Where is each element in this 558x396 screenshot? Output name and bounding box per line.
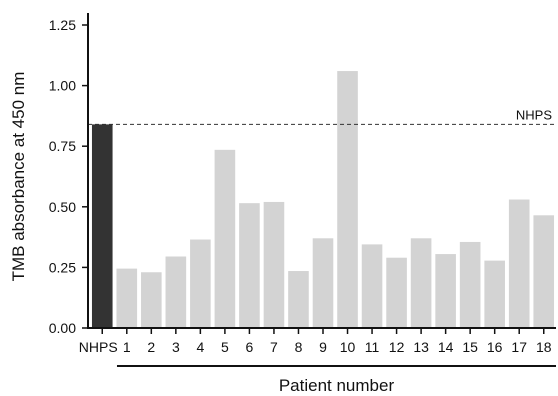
y-tick-label: 0.25 <box>49 259 76 275</box>
y-tick-label: 1.25 <box>49 17 76 33</box>
bars-group <box>91 71 555 328</box>
bar-patient-14 <box>435 254 456 328</box>
x-tick-label: 15 <box>462 339 478 355</box>
bar-patient-3 <box>165 256 187 328</box>
x-tick-label: 17 <box>511 339 527 355</box>
x-tick-label: 5 <box>221 339 229 355</box>
x-tick-label: NHPS <box>79 339 118 355</box>
x-tick-label: 1 <box>123 339 131 355</box>
x-tick-label: 10 <box>340 339 356 355</box>
bar-patient-8 <box>288 271 309 328</box>
x-tick-label: 16 <box>487 339 503 355</box>
bar-patient-6 <box>239 203 260 328</box>
x-ticks-group: NHPS 1 2 3 4 5 6 7 8 9 10 11 12 13 14 15 16 17 18 <box>79 328 552 355</box>
y-ticks-group: 0.00 0.25 0.50 0.75 1.00 1.25 <box>49 17 88 336</box>
bar-patient-4 <box>190 239 211 328</box>
bar-patient-10 <box>337 71 358 328</box>
bar-nhps <box>91 124 113 328</box>
bar-patient-11 <box>361 244 383 328</box>
y-axis-title: TMB absorbance at 450 nm <box>9 72 28 282</box>
x-tick-label: 14 <box>438 339 454 355</box>
bar-patient-9 <box>312 238 334 328</box>
x-tick-label: 4 <box>196 339 204 355</box>
x-axis-title: Patient number <box>279 376 395 395</box>
bar-patient-17 <box>508 199 530 328</box>
y-tick-label: 0.75 <box>49 138 76 154</box>
bar-patient-15 <box>459 241 481 328</box>
bar-patient-12 <box>386 257 407 328</box>
x-tick-label: 9 <box>319 339 327 355</box>
y-tick-label: 0.50 <box>49 199 76 215</box>
y-tick-label: 1.00 <box>49 78 76 94</box>
x-tick-label: 3 <box>172 339 180 355</box>
x-tick-label: 6 <box>246 339 254 355</box>
bar-patient-16 <box>484 260 505 328</box>
bar-patient-1 <box>116 268 138 328</box>
bar-patient-2 <box>141 272 162 328</box>
x-tick-label: 18 <box>536 339 552 355</box>
bar-patient-13 <box>410 238 432 328</box>
bar-patient-5 <box>214 149 236 328</box>
x-tick-label: 13 <box>413 339 429 355</box>
x-tick-label: 12 <box>389 339 405 355</box>
x-tick-label: 7 <box>270 339 278 355</box>
bar-patient-18 <box>533 215 555 328</box>
x-tick-label: 8 <box>295 339 303 355</box>
bar-patient-7 <box>263 201 285 328</box>
y-tick-label: 0.00 <box>49 320 76 336</box>
x-tick-label: 11 <box>365 339 380 355</box>
reference-line-label: NHPS <box>516 107 552 122</box>
x-tick-label: 2 <box>147 339 155 355</box>
